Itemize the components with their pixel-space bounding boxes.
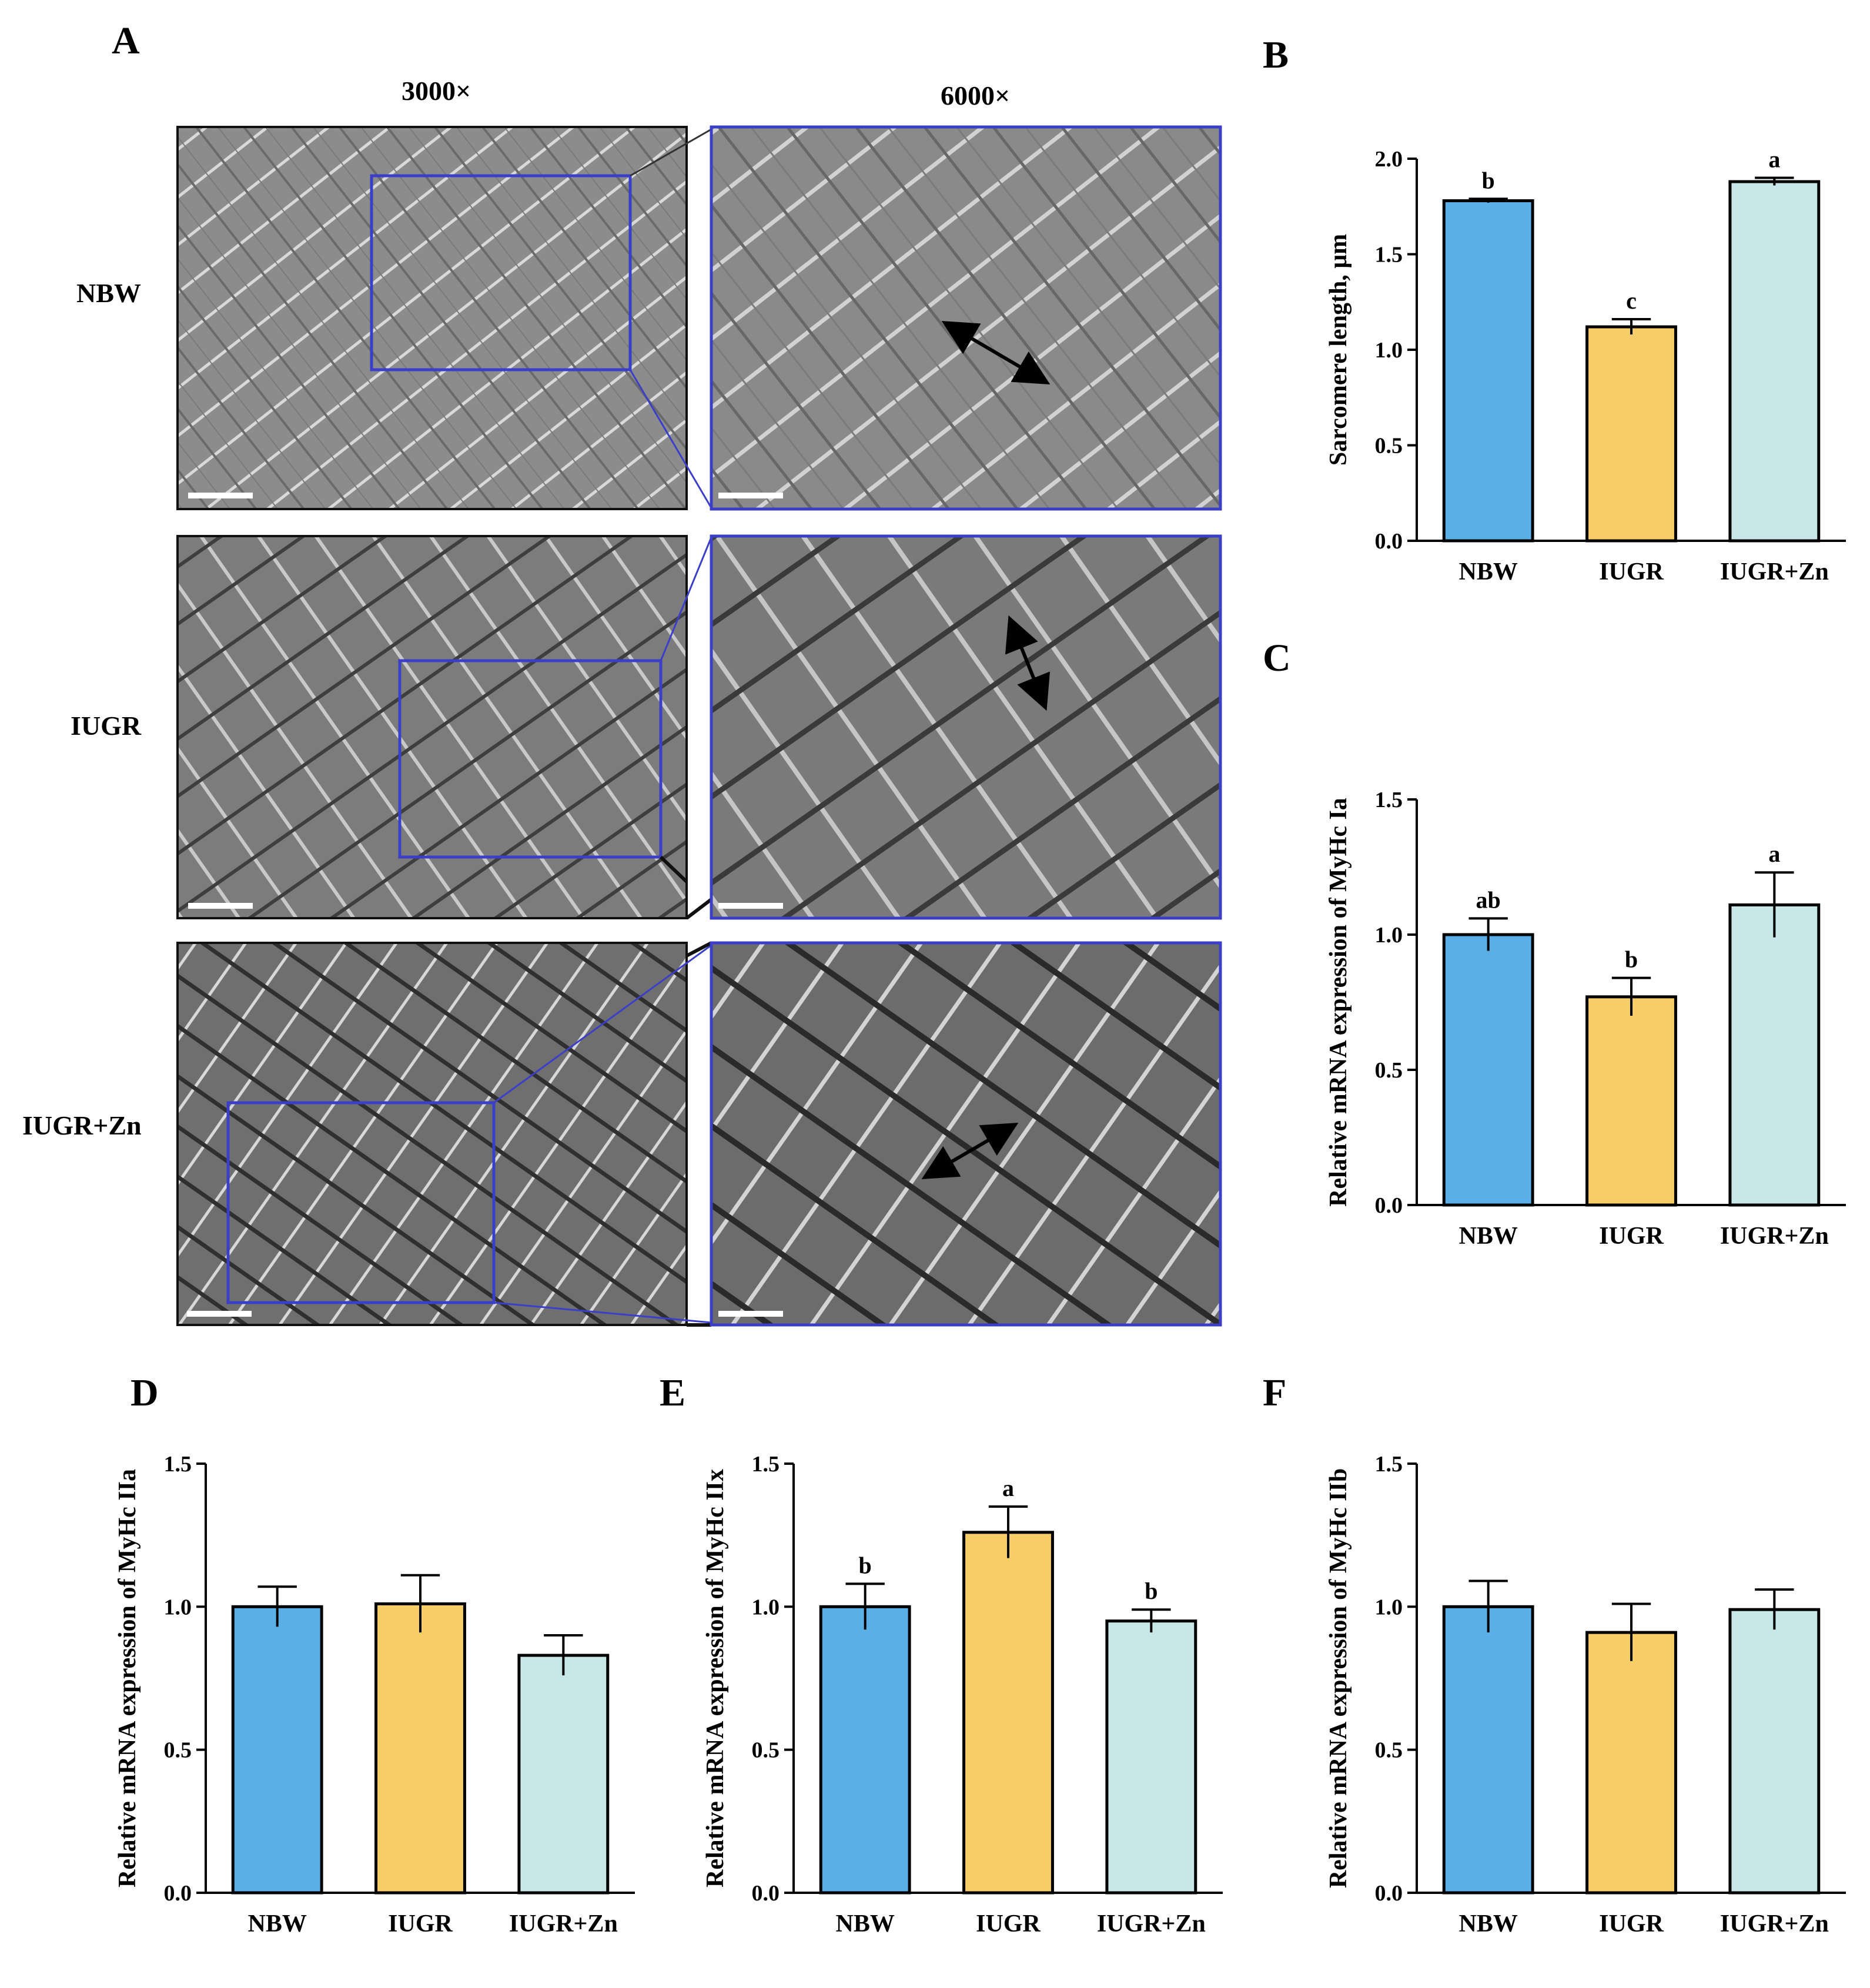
- y-tick-label: 0.0: [1375, 1881, 1403, 1906]
- inset-box-iugr-zn: [226, 1101, 496, 1304]
- y-tick-label: 1.5: [1375, 788, 1403, 812]
- em-image-iugr-zn-3000x: [176, 942, 688, 1326]
- y-tick-label: 1.5: [1375, 243, 1403, 267]
- bar-iugr: [374, 1602, 466, 1895]
- chart-e-myhc-iix: 0.0 0.5 1.0 1.5 Relative mRNA expression of …: [702, 1452, 1223, 1937]
- inset-box-iugr: [398, 659, 663, 859]
- panel-letter-f: F: [1263, 1371, 1287, 1414]
- x-tick-label: IUGR+Zn: [1720, 558, 1829, 585]
- bar-iugr-zn: [1728, 1608, 1821, 1895]
- x-tick-label: IUGR+Zn: [1097, 1910, 1206, 1937]
- x-tick-label: IUGR+Zn: [1720, 1910, 1829, 1937]
- bar-nbw: [231, 1605, 323, 1895]
- x-tick-label: IUGR: [1599, 558, 1664, 585]
- bar-iugr: [1585, 995, 1677, 1207]
- em-image-iugr-zn-6000x: [710, 941, 1222, 1327]
- y-tick-label: 0.5: [1375, 1058, 1403, 1083]
- chart-c-myhc-ia: 0.0 0.5 1.0 1.5 Relative mRNA expression of …: [1325, 788, 1846, 1250]
- significance-label: b: [1625, 946, 1638, 973]
- y-tick-label: 1.0: [1375, 1595, 1403, 1619]
- em-image-iugr-3000x: [176, 535, 688, 919]
- row-label-iugr-zn: IUGR+Zn: [22, 1110, 142, 1140]
- panel-letter-b: B: [1263, 34, 1289, 76]
- y-tick-label: 0.0: [164, 1881, 192, 1906]
- bar-iugr-zn: [517, 1654, 610, 1895]
- bar-nbw: [1442, 199, 1534, 543]
- sarcomere-arrow-iugr-zn: [921, 1122, 1019, 1180]
- micrograph-panel: [0, 0, 1235, 1340]
- y-tick-label: 0.5: [1375, 1738, 1403, 1763]
- micrograph-connectors: [176, 125, 1222, 1327]
- bar-iugr-zn: [1728, 180, 1821, 543]
- y-axis-title: Sarcomere length, μm: [1325, 234, 1352, 466]
- column-label-6000x: 6000×: [941, 81, 1011, 111]
- panel-letter-e: E: [660, 1371, 686, 1414]
- significance-label: ab: [1476, 886, 1501, 913]
- y-tick-label: 0.0: [752, 1881, 780, 1906]
- significance-label: c: [1626, 287, 1637, 314]
- bar-iugr-zn: [1728, 903, 1821, 1207]
- y-tick-label: 0.0: [1375, 529, 1403, 554]
- significance-label: a: [1768, 146, 1780, 173]
- x-tick-label: IUGR: [1599, 1223, 1664, 1250]
- panel-letter-d: D: [131, 1371, 159, 1414]
- em-image-nbw-3000x: [176, 126, 688, 510]
- x-tick-label: IUGR+Zn: [509, 1910, 618, 1937]
- x-tick-label: NBW: [1458, 1910, 1517, 1937]
- significance-label: b: [1145, 1578, 1158, 1604]
- bar-nbw: [1442, 933, 1534, 1207]
- y-tick-label: 1.5: [1375, 1452, 1403, 1477]
- bar-iugr: [962, 1531, 1054, 1895]
- y-tick-label: 0.5: [752, 1738, 780, 1763]
- bar-iugr-zn: [1105, 1619, 1197, 1895]
- x-tick-label: NBW: [835, 1910, 894, 1937]
- bar-nbw: [819, 1605, 911, 1895]
- sarcomere-arrow-nbw: [941, 320, 1051, 385]
- chart-b-sarcomere-length: 0.0 0.5 1.0 1.5 2.0 Sarcomere length, μm NBW b I…: [1325, 146, 1846, 585]
- bar-iugr: [1585, 1631, 1677, 1895]
- x-tick-label: NBW: [247, 1910, 306, 1937]
- inset-box-nbw: [370, 174, 632, 372]
- y-tick-label: 0.5: [1375, 434, 1403, 458]
- y-tick-label: 1.0: [1375, 338, 1403, 363]
- y-axis-title: Relative mRNA expression of MyHc IIx: [702, 1469, 729, 1887]
- significance-label: b: [859, 1552, 872, 1578]
- x-tick-label: NBW: [1458, 558, 1517, 585]
- y-tick-label: 0.5: [164, 1738, 192, 1763]
- y-tick-label: 1.5: [752, 1452, 780, 1477]
- sarcomere-arrow-iugr: [1005, 615, 1051, 711]
- y-tick-label: 0.0: [1375, 1193, 1403, 1218]
- y-axis-title: Relative mRNA expression of MyHc Ia: [1325, 798, 1352, 1207]
- em-image-iugr-6000x: [710, 534, 1222, 920]
- y-tick-label: 1.0: [1375, 923, 1403, 948]
- y-tick-label: 2.0: [1375, 147, 1403, 172]
- y-tick-label: 1.0: [164, 1595, 192, 1619]
- row-label-iugr: IUGR: [71, 711, 142, 741]
- em-image-nbw-6000x: [710, 125, 1222, 511]
- bar-nbw: [1442, 1605, 1534, 1895]
- column-label-3000x: 3000×: [402, 76, 471, 106]
- y-axis-title: Relative mRNA expression of MyHc IIa: [114, 1469, 141, 1887]
- x-tick-label: NBW: [1458, 1223, 1517, 1250]
- row-label-nbw: NBW: [76, 278, 141, 308]
- x-tick-label: IUGR: [976, 1910, 1041, 1937]
- significance-label: a: [1002, 1475, 1014, 1501]
- significance-label: a: [1768, 841, 1780, 867]
- y-tick-label: 1.5: [164, 1452, 192, 1477]
- x-tick-label: IUGR: [1599, 1910, 1664, 1937]
- x-tick-label: IUGR+Zn: [1720, 1223, 1829, 1250]
- y-axis-title: Relative mRNA expression of MyHc IIb: [1325, 1468, 1352, 1888]
- significance-label: b: [1482, 167, 1495, 193]
- panel-letter-c: C: [1263, 637, 1291, 680]
- panel-letter-a: A: [112, 19, 140, 62]
- x-tick-label: IUGR: [388, 1910, 453, 1937]
- chart-d-myhc-iia: 0.0 0.5 1.0 1.5 Relative mRNA expression of …: [114, 1452, 635, 1937]
- bar-iugr: [1585, 325, 1677, 543]
- y-tick-label: 1.0: [752, 1595, 780, 1619]
- chart-f-myhc-iib: 0.0 0.5 1.0 1.5 Relative mRNA expression of …: [1325, 1452, 1846, 1937]
